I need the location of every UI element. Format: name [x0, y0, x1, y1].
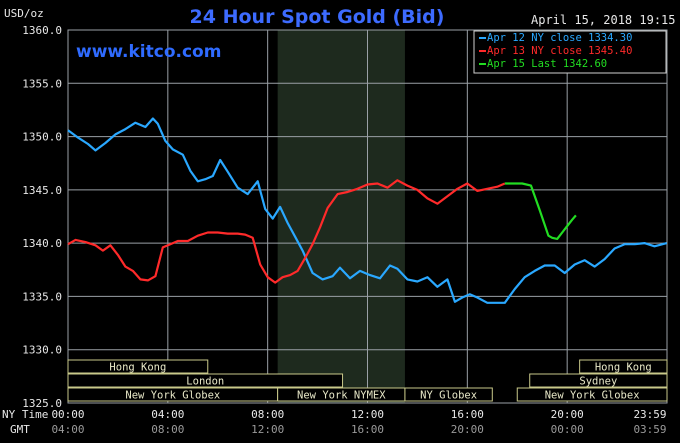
y-tick-label: 1325.0	[22, 397, 62, 410]
x-tick-label-gmt: 03:59	[633, 423, 666, 436]
x-tick-label-gmt: 12:00	[251, 423, 284, 436]
axis-layer: 1360.0 1355.0 1350.0 1345.0 1340.0 1335.0 1330…	[22, 24, 666, 436]
nymex-session-shading	[277, 30, 405, 403]
x-tick-label-ny: 04:00	[151, 408, 184, 421]
market-session-label: Sydney	[579, 376, 617, 388]
x-tick-label-ny: 23:59	[633, 408, 666, 421]
legend-box	[473, 30, 667, 74]
series-line-3	[504, 182, 577, 240]
chart-title: 24 Hour Spot Gold (Bid)	[190, 6, 445, 28]
x-tick-label-gmt: 20:00	[451, 423, 484, 436]
market-sessions-layer: Hong Kong Hong Kong London Sydney New York G…	[67, 359, 668, 402]
y-tick-label: 1330.0	[22, 344, 62, 357]
y-tick-label: 1350.0	[22, 131, 62, 144]
legend-item-label: Apr 15 Last 1342.60	[487, 58, 607, 70]
market-session-box	[404, 387, 493, 402]
x-tick-label-gmt: 04:00	[51, 423, 84, 436]
x-tick-label-ny: 20:00	[551, 408, 584, 421]
y-tick-label: 1360.0	[22, 24, 62, 37]
market-session-label: Hong Kong	[109, 362, 166, 374]
x-tick-label-ny: 08:00	[251, 408, 284, 421]
market-session-label: NY Globex	[420, 390, 477, 402]
market-session-label: London	[186, 376, 224, 388]
y-tick-label: 1345.0	[22, 184, 62, 197]
market-session-box	[67, 373, 344, 388]
plot-border	[67, 29, 668, 404]
x-tick-label-ny: 16:00	[451, 408, 484, 421]
y-tick-label: 1335.0	[22, 290, 62, 303]
gmt-row-label: GMT	[10, 423, 30, 436]
market-session-label: New York Globex	[545, 390, 640, 402]
y-tick-label: 1355.0	[22, 77, 62, 90]
market-session-box	[67, 359, 209, 374]
x-tick-label-gmt: 00:00	[551, 423, 584, 436]
kitco-watermark: www.kitco.com	[76, 42, 221, 62]
market-session-label: New York Globex	[125, 390, 220, 402]
ny-time-row-label: NY Time	[2, 408, 48, 421]
x-tick-label-ny: 12:00	[351, 408, 384, 421]
market-session-box	[516, 387, 668, 402]
series-layer	[67, 117, 668, 304]
x-tick-label-gmt: 08:00	[151, 423, 184, 436]
legend-item-label: Apr 12 NY close 1334.30	[487, 32, 632, 44]
market-session-label: Hong Kong	[595, 362, 652, 374]
chart-background-layer	[277, 30, 405, 403]
legend-item-label: Apr 13 NY close 1345.40	[487, 45, 632, 57]
y-tick-label: 1340.0	[22, 237, 62, 250]
market-session-box	[529, 373, 668, 388]
x-tick-label-gmt: 16:00	[351, 423, 384, 436]
timestamp-label: April 15, 2018 19:15	[531, 13, 676, 27]
y-axis-unit-label: USD/oz	[4, 7, 44, 20]
gridlines-layer	[67, 29, 668, 404]
x-tick-label-ny: 00:00	[51, 408, 84, 421]
series-line-2	[67, 179, 506, 284]
market-session-label: New York NYMEX	[297, 390, 386, 402]
series-line-1	[67, 117, 668, 304]
market-session-box	[579, 359, 668, 374]
